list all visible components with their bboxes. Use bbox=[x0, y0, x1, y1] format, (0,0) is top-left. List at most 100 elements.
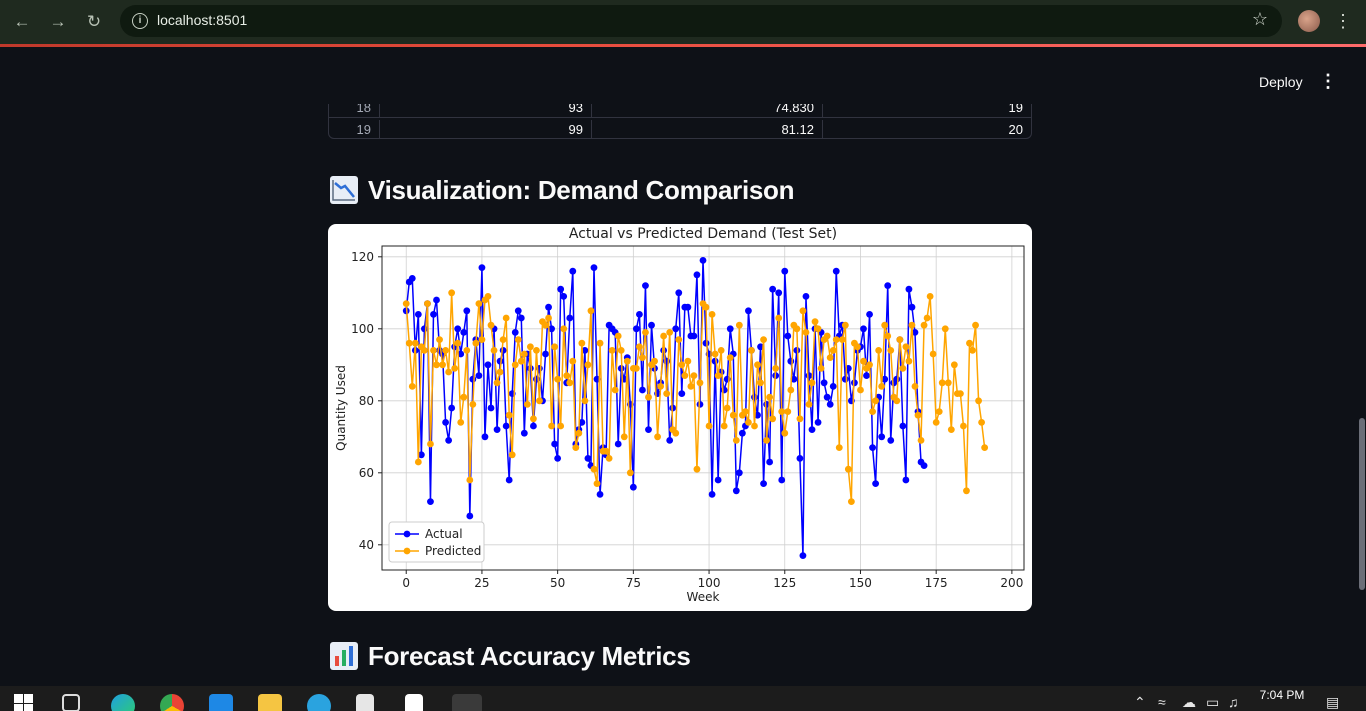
site-info-icon[interactable]: i bbox=[132, 13, 148, 29]
data-point-predicted bbox=[448, 289, 456, 297]
data-point-actual bbox=[463, 307, 471, 315]
data-point-predicted bbox=[542, 321, 549, 329]
edge-icon[interactable] bbox=[111, 694, 135, 711]
data-point-actual bbox=[596, 491, 604, 498]
data-point-predicted bbox=[757, 379, 764, 387]
y-tick-label: 60 bbox=[359, 466, 374, 480]
data-point-actual bbox=[872, 480, 880, 487]
data-point-actual bbox=[805, 372, 813, 379]
chrome-active-icon[interactable] bbox=[452, 694, 482, 711]
data-point-predicted bbox=[560, 325, 568, 333]
data-point-actual bbox=[448, 404, 456, 412]
data-point-predicted bbox=[493, 379, 501, 387]
data-point-predicted bbox=[875, 347, 883, 354]
data-point-predicted bbox=[523, 401, 531, 408]
chevron-up-icon[interactable]: ⌃ bbox=[1134, 694, 1146, 710]
data-point-actual bbox=[645, 426, 652, 433]
data-point-predicted bbox=[748, 347, 755, 354]
task-view-icon[interactable] bbox=[62, 694, 80, 711]
data-point-actual bbox=[614, 440, 622, 448]
data-point-predicted bbox=[657, 383, 665, 390]
data-point-actual bbox=[920, 462, 928, 469]
data-point-predicted bbox=[963, 487, 970, 495]
data-point-actual bbox=[517, 314, 525, 322]
data-point-actual bbox=[735, 469, 743, 477]
visualization-heading: Visualization: Demand Comparison bbox=[330, 175, 795, 206]
data-point-actual bbox=[566, 314, 574, 322]
data-point-actual bbox=[829, 383, 837, 390]
browser-menu-icon[interactable]: ⋮ bbox=[1334, 11, 1352, 31]
data-point-predicted bbox=[932, 419, 940, 426]
data-point-predicted bbox=[881, 321, 889, 329]
telegram-icon[interactable] bbox=[307, 694, 331, 711]
address-bar[interactable]: i localhost:8501 ☆ bbox=[120, 5, 1282, 37]
data-point-actual bbox=[893, 375, 901, 383]
data-point-predicted bbox=[639, 354, 646, 361]
clock-time[interactable]: 7:04 PM bbox=[1259, 688, 1305, 702]
arrow-right-icon[interactable]: → bbox=[49, 12, 67, 31]
chrome-icon[interactable] bbox=[160, 694, 184, 711]
deploy-button[interactable]: Deploy bbox=[1259, 74, 1303, 90]
battery-icon[interactable]: ▭ bbox=[1206, 694, 1220, 710]
data-point-predicted bbox=[454, 339, 462, 347]
data-point-predicted bbox=[608, 347, 616, 354]
data-point-predicted bbox=[763, 437, 770, 444]
folder-icon[interactable] bbox=[258, 694, 282, 711]
data-point-actual bbox=[417, 451, 425, 459]
data-point-predicted bbox=[533, 347, 540, 354]
data-point-actual bbox=[866, 311, 873, 318]
reload-icon[interactable]: ↻ bbox=[86, 12, 102, 31]
data-point-predicted bbox=[775, 314, 783, 322]
data-point-predicted bbox=[947, 426, 955, 433]
data-point-predicted bbox=[705, 422, 713, 430]
data-point-predicted bbox=[433, 361, 440, 369]
profile-avatar[interactable] bbox=[1298, 10, 1320, 32]
main-menu-icon[interactable]: ⋮ bbox=[1319, 71, 1337, 91]
data-point-predicted bbox=[517, 357, 525, 365]
legend-label: Actual bbox=[425, 527, 463, 541]
data-point-predicted bbox=[602, 447, 610, 455]
data-point-predicted bbox=[520, 350, 528, 358]
data-point-predicted bbox=[811, 318, 819, 325]
data-point-predicted bbox=[508, 451, 516, 459]
notification-icon[interactable]: ▤ bbox=[1326, 694, 1340, 710]
data-point-predicted bbox=[926, 293, 934, 300]
table-row: 19 99 81.12 20 bbox=[329, 120, 1031, 138]
bookmark-star-icon[interactable]: ☆ bbox=[1251, 9, 1268, 29]
data-point-actual bbox=[642, 282, 649, 289]
data-point-predicted bbox=[614, 332, 622, 340]
cloud-icon[interactable]: ☁ bbox=[1182, 694, 1196, 710]
volume-icon[interactable]: ♫ bbox=[1228, 694, 1239, 710]
file-icon[interactable] bbox=[356, 694, 374, 711]
url-text[interactable]: localhost:8501 bbox=[157, 12, 248, 28]
data-point-predicted bbox=[799, 307, 807, 315]
data-point-predicted bbox=[754, 361, 761, 369]
data-point-predicted bbox=[784, 408, 792, 415]
vscode-icon[interactable] bbox=[209, 694, 233, 711]
data-point-predicted bbox=[414, 458, 422, 466]
data-point-actual bbox=[629, 483, 637, 491]
data-point-predicted bbox=[623, 357, 631, 365]
data-table[interactable]: 18 93 74.830 19 19 99 81.12 20 bbox=[328, 104, 1032, 139]
data-point-predicted bbox=[823, 332, 831, 340]
data-point-predicted bbox=[741, 408, 749, 415]
legend-marker bbox=[403, 530, 411, 538]
data-point-predicted bbox=[772, 365, 780, 372]
data-point-predicted bbox=[760, 336, 767, 343]
data-point-actual bbox=[493, 426, 501, 433]
arrow-left-icon[interactable]: ← bbox=[13, 12, 31, 31]
table-cell: 74.830 bbox=[591, 104, 822, 118]
data-point-predicted bbox=[781, 429, 789, 437]
data-point-actual bbox=[578, 419, 586, 426]
data-point-predicted bbox=[569, 357, 577, 365]
windows-start-icon[interactable] bbox=[14, 694, 38, 711]
data-point-predicted bbox=[663, 390, 671, 397]
data-point-actual bbox=[745, 307, 752, 315]
data-point-actual bbox=[796, 455, 804, 462]
document-icon[interactable] bbox=[405, 694, 423, 711]
wifi-icon[interactable]: ≈ bbox=[1158, 694, 1166, 710]
page-scrollbar[interactable] bbox=[1359, 418, 1365, 590]
data-point-predicted bbox=[642, 329, 649, 336]
data-point-predicted bbox=[472, 339, 480, 347]
data-point-predicted bbox=[835, 444, 843, 451]
